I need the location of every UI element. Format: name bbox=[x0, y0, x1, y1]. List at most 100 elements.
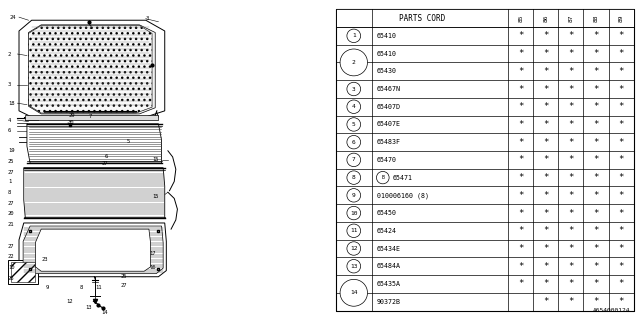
Text: *: * bbox=[543, 244, 548, 253]
Circle shape bbox=[340, 49, 367, 76]
Text: *: * bbox=[593, 262, 598, 271]
Text: *: * bbox=[593, 173, 598, 182]
Text: 3: 3 bbox=[352, 86, 356, 92]
Text: 3: 3 bbox=[146, 16, 149, 21]
Text: 11: 11 bbox=[95, 285, 102, 290]
Text: 8: 8 bbox=[8, 190, 11, 195]
Polygon shape bbox=[23, 226, 163, 274]
Text: 24: 24 bbox=[10, 15, 16, 20]
Polygon shape bbox=[19, 223, 166, 277]
Polygon shape bbox=[8, 260, 38, 284]
Bar bbox=[336, 10, 634, 27]
Text: 10: 10 bbox=[350, 211, 358, 216]
Circle shape bbox=[347, 224, 361, 237]
Text: *: * bbox=[543, 67, 548, 76]
Text: 85: 85 bbox=[518, 14, 524, 22]
Text: *: * bbox=[618, 120, 624, 129]
Text: *: * bbox=[618, 31, 624, 40]
Text: 27: 27 bbox=[101, 161, 108, 165]
Text: *: * bbox=[518, 67, 524, 76]
Text: 27: 27 bbox=[8, 170, 15, 175]
Text: 7: 7 bbox=[352, 157, 356, 162]
Text: 15: 15 bbox=[152, 194, 159, 199]
Circle shape bbox=[347, 206, 361, 220]
Text: *: * bbox=[593, 244, 598, 253]
Text: 6: 6 bbox=[352, 140, 356, 145]
Text: 26: 26 bbox=[8, 276, 15, 281]
Circle shape bbox=[347, 260, 361, 273]
Text: *: * bbox=[593, 156, 598, 164]
Text: PARTS CORD: PARTS CORD bbox=[399, 14, 445, 23]
Text: *: * bbox=[568, 279, 573, 288]
Text: 1: 1 bbox=[89, 25, 92, 30]
Text: 65434E: 65434E bbox=[376, 245, 401, 252]
Text: 65450: 65450 bbox=[376, 210, 397, 216]
Circle shape bbox=[340, 279, 367, 306]
Polygon shape bbox=[27, 124, 161, 163]
Text: *: * bbox=[618, 49, 624, 58]
Text: *: * bbox=[543, 191, 548, 200]
Text: 23: 23 bbox=[41, 257, 48, 262]
Text: 65435A: 65435A bbox=[376, 281, 401, 287]
Text: *: * bbox=[568, 138, 573, 147]
Text: *: * bbox=[568, 173, 573, 182]
Text: *: * bbox=[518, 49, 524, 58]
Text: 17: 17 bbox=[149, 251, 156, 256]
Text: 29: 29 bbox=[68, 113, 75, 118]
Polygon shape bbox=[24, 168, 164, 218]
Text: *: * bbox=[568, 209, 573, 218]
Text: 9: 9 bbox=[352, 193, 356, 198]
Text: 6: 6 bbox=[104, 155, 108, 159]
Text: 88: 88 bbox=[593, 14, 598, 22]
Text: *: * bbox=[593, 138, 598, 147]
Text: 13: 13 bbox=[86, 305, 92, 310]
Text: *: * bbox=[543, 262, 548, 271]
Text: 11: 11 bbox=[350, 228, 358, 233]
Text: *: * bbox=[518, 84, 524, 93]
Text: 65410: 65410 bbox=[376, 51, 397, 57]
Text: *: * bbox=[543, 84, 548, 93]
Text: *: * bbox=[543, 138, 548, 147]
Text: 14: 14 bbox=[350, 290, 358, 295]
Text: 25: 25 bbox=[120, 274, 127, 279]
Text: 1: 1 bbox=[8, 179, 11, 184]
Text: *: * bbox=[543, 226, 548, 235]
Text: *: * bbox=[518, 31, 524, 40]
Text: 65470: 65470 bbox=[376, 157, 397, 163]
Text: *: * bbox=[518, 120, 524, 129]
Polygon shape bbox=[11, 262, 35, 282]
Text: 65483F: 65483F bbox=[376, 139, 401, 145]
Circle shape bbox=[347, 29, 361, 43]
Text: *: * bbox=[568, 102, 573, 111]
Text: 2: 2 bbox=[8, 52, 11, 57]
Text: *: * bbox=[593, 209, 598, 218]
Polygon shape bbox=[29, 26, 152, 113]
Text: *: * bbox=[568, 244, 573, 253]
Text: *: * bbox=[518, 279, 524, 288]
Text: *: * bbox=[568, 84, 573, 93]
Text: 65471: 65471 bbox=[392, 175, 412, 180]
Text: 13: 13 bbox=[350, 264, 358, 269]
Circle shape bbox=[347, 100, 361, 114]
Text: *: * bbox=[543, 102, 548, 111]
Text: *: * bbox=[618, 262, 624, 271]
Text: *: * bbox=[568, 191, 573, 200]
Circle shape bbox=[347, 153, 361, 167]
Text: 65467N: 65467N bbox=[376, 86, 401, 92]
Text: *: * bbox=[593, 191, 598, 200]
Text: *: * bbox=[568, 67, 573, 76]
Text: 010006160 (8): 010006160 (8) bbox=[376, 192, 429, 199]
Text: 8: 8 bbox=[352, 175, 356, 180]
Text: *: * bbox=[593, 120, 598, 129]
Circle shape bbox=[347, 188, 361, 202]
Text: *: * bbox=[568, 156, 573, 164]
Text: 65484A: 65484A bbox=[376, 263, 401, 269]
Text: *: * bbox=[543, 209, 548, 218]
Text: 90372B: 90372B bbox=[376, 299, 401, 305]
Text: 14: 14 bbox=[101, 309, 108, 315]
Text: 65410: 65410 bbox=[376, 33, 397, 39]
Text: *: * bbox=[618, 191, 624, 200]
Text: 10: 10 bbox=[8, 265, 15, 270]
Text: *: * bbox=[593, 226, 598, 235]
Text: *: * bbox=[618, 67, 624, 76]
